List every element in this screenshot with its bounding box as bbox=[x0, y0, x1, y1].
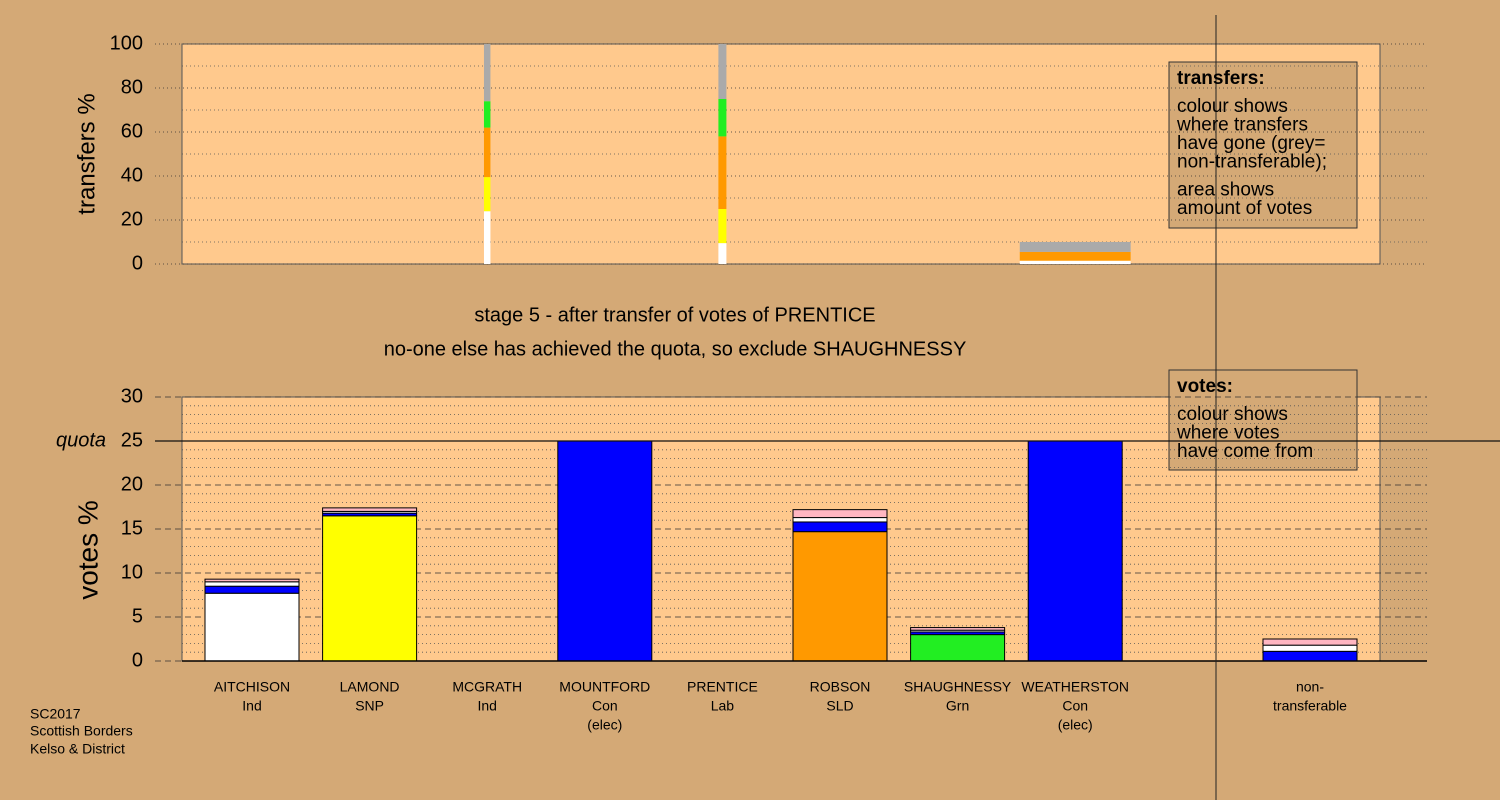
bar-segment bbox=[204, 578, 300, 583]
legend-text: have come from bbox=[1177, 441, 1313, 462]
legend-text: area shows bbox=[1177, 180, 1274, 201]
bar-segment bbox=[718, 136, 727, 209]
legend-text: where transfers bbox=[1176, 115, 1308, 136]
y-tick-label: 25 bbox=[121, 429, 143, 451]
y-tick-label: 20 bbox=[121, 473, 143, 495]
x-tick-label: AITCHISON bbox=[214, 679, 290, 695]
bar-segment bbox=[718, 209, 727, 244]
legend-text: non-transferable); bbox=[1177, 152, 1327, 173]
footer-line: Scottish Borders bbox=[30, 723, 133, 739]
bar-segment bbox=[1262, 650, 1358, 662]
y-axis-label: transfers % bbox=[73, 93, 100, 214]
x-tick-label: transferable bbox=[1273, 698, 1347, 714]
x-tick-label: Grn bbox=[946, 698, 969, 714]
bar-segment bbox=[1027, 440, 1123, 662]
y-tick-label: 100 bbox=[110, 32, 143, 54]
y-tick-label: 15 bbox=[121, 517, 143, 539]
bar-segment bbox=[718, 243, 727, 264]
bar-segment bbox=[483, 177, 491, 212]
legend-heading: votes: bbox=[1177, 376, 1233, 397]
x-tick-label: (elec) bbox=[587, 717, 622, 733]
bar-segment bbox=[792, 521, 888, 533]
x-tick-label: SNP bbox=[355, 698, 384, 714]
bar-segment bbox=[322, 507, 418, 512]
bar-segment bbox=[910, 634, 1006, 662]
x-tick-label: Ind bbox=[477, 698, 496, 714]
x-tick-label: PRENTICE bbox=[687, 679, 758, 695]
y-tick-label: 5 bbox=[132, 605, 143, 627]
bar-segment bbox=[718, 44, 727, 99]
legend-heading: transfers: bbox=[1177, 68, 1265, 89]
x-tick-label: MCGRATH bbox=[452, 679, 522, 695]
legend-box bbox=[1168, 369, 1358, 471]
x-tick-label: LAMOND bbox=[340, 679, 400, 695]
x-tick-label: Con bbox=[592, 698, 618, 714]
bar-segment bbox=[792, 517, 888, 523]
x-tick-label: (elec) bbox=[1058, 717, 1093, 733]
x-tick-label: non- bbox=[1296, 679, 1324, 695]
x-tick-label: MOUNTFORD bbox=[559, 679, 650, 695]
x-tick-label: Ind bbox=[242, 698, 261, 714]
y-tick-label: 20 bbox=[121, 208, 143, 230]
bar-segment bbox=[483, 127, 491, 178]
bar-segment bbox=[483, 44, 491, 102]
x-tick-label: SLD bbox=[826, 698, 853, 714]
bar-segment bbox=[483, 211, 491, 264]
bar-segment bbox=[1262, 644, 1358, 652]
bar-segment bbox=[204, 585, 300, 594]
bar-segment bbox=[1019, 251, 1131, 261]
x-tick-label: WEATHERSTON bbox=[1021, 679, 1129, 695]
y-tick-label: 60 bbox=[121, 120, 143, 142]
bar-segment bbox=[792, 531, 888, 662]
x-tick-label: Lab bbox=[711, 698, 735, 714]
bar-segment bbox=[910, 627, 1006, 631]
y-tick-label: 30 bbox=[121, 385, 143, 407]
x-tick-label: ROBSON bbox=[810, 679, 871, 695]
quota-label: quota bbox=[56, 429, 106, 451]
legend-box bbox=[1168, 61, 1358, 229]
y-axis-label: votes % bbox=[72, 500, 103, 600]
footer-line: SC2017 bbox=[30, 706, 81, 722]
bar-segment bbox=[322, 515, 418, 662]
bar-segment bbox=[204, 592, 300, 662]
footer-line: Kelso & District bbox=[30, 741, 125, 757]
legend-text: amount of votes bbox=[1177, 198, 1312, 219]
y-tick-label: 0 bbox=[132, 252, 143, 274]
x-tick-label: Con bbox=[1062, 698, 1088, 714]
legend-text: colour shows bbox=[1177, 96, 1288, 117]
legend-text: where votes bbox=[1176, 423, 1279, 444]
bar-segment bbox=[718, 99, 727, 137]
bar-segment bbox=[1019, 242, 1131, 252]
legend-text: have gone (grey= bbox=[1177, 133, 1325, 154]
bar-segment bbox=[792, 509, 888, 519]
stage-subtitle: no-one else has achieved the quota, so e… bbox=[384, 338, 967, 360]
bar-segment bbox=[557, 440, 653, 662]
y-tick-label: 80 bbox=[121, 76, 143, 98]
legend-text: colour shows bbox=[1177, 404, 1288, 425]
bar-segment bbox=[204, 581, 300, 587]
bar-segment bbox=[483, 101, 491, 128]
stage-title: stage 5 - after transfer of votes of PRE… bbox=[474, 304, 875, 326]
y-tick-label: 10 bbox=[121, 561, 143, 583]
bar-segment bbox=[1019, 260, 1131, 264]
y-tick-label: 40 bbox=[121, 164, 143, 186]
y-tick-label: 0 bbox=[132, 649, 143, 671]
x-tick-label: SHAUGHNESSY bbox=[904, 679, 1012, 695]
bar-segment bbox=[1262, 638, 1358, 646]
